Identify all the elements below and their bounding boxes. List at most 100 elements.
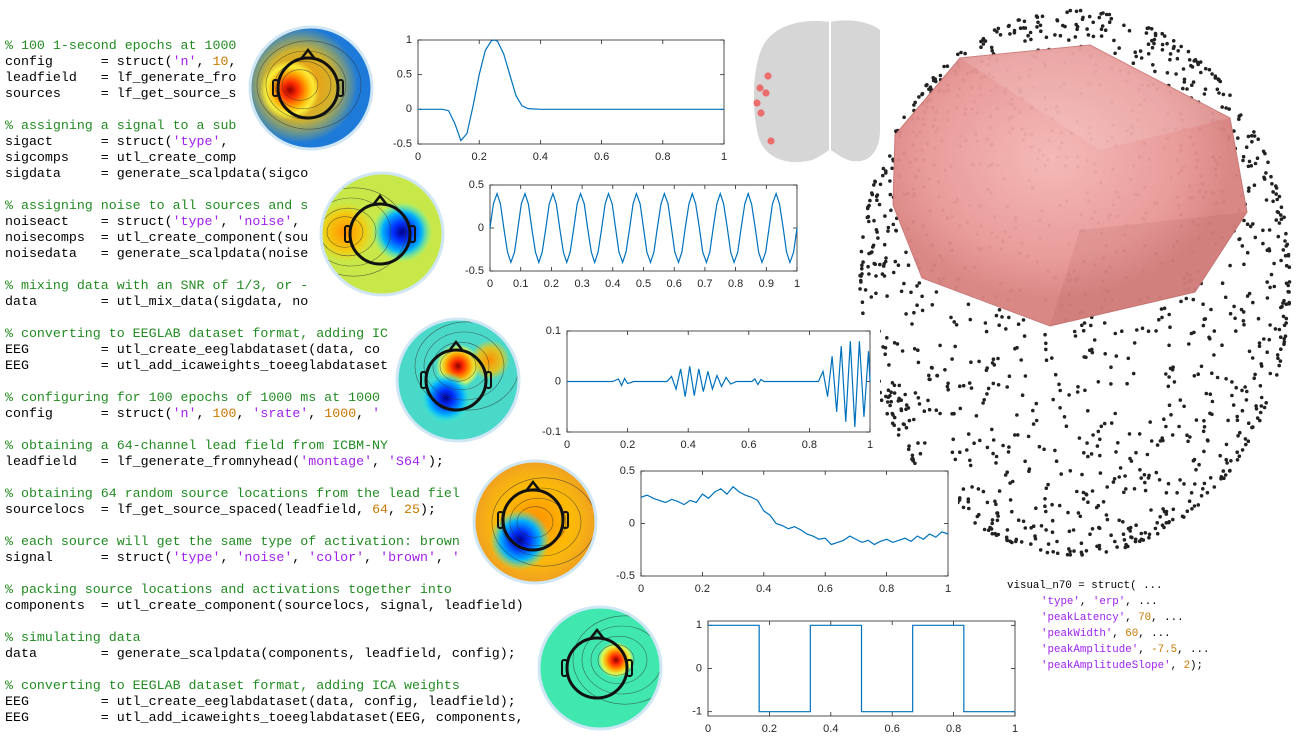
- cloud-point: [1274, 192, 1278, 196]
- cloud-point: [1067, 529, 1072, 534]
- cloud-point: [953, 457, 958, 462]
- cloud-point: [1185, 509, 1190, 513]
- cloud-point: [860, 300, 865, 305]
- y-tick-label: 0: [406, 103, 412, 115]
- code-token: % converting to EEGLAB dataset format, a…: [5, 678, 460, 693]
- cloud-point: [895, 342, 900, 346]
- cloud-point: [1073, 334, 1078, 338]
- cloud-point: [1050, 502, 1054, 507]
- cloud-point: [1089, 323, 1093, 328]
- contour-line: [281, 69, 319, 101]
- cloud-point: [1216, 77, 1220, 81]
- cloud-point: [883, 259, 888, 264]
- cloud-point: [976, 487, 981, 491]
- cloud-point: [1005, 538, 1009, 543]
- cloud-point: [1018, 26, 1023, 31]
- cloud-point: [1209, 307, 1213, 312]
- cloud-point: [1007, 445, 1011, 449]
- cloud-point: [1197, 462, 1201, 467]
- code-token: 'peakLatency': [1041, 612, 1126, 624]
- code-token: % mixing data with an SNR of 1/3, or -: [5, 278, 309, 293]
- cloud-point: [1171, 46, 1176, 51]
- cloud-point: [1247, 186, 1251, 190]
- cloud-point: [1201, 323, 1206, 328]
- cloud-point: [1167, 520, 1171, 524]
- cloud-point: [983, 321, 988, 325]
- cloud-point: [995, 511, 1000, 515]
- code-token: , ...: [1138, 628, 1171, 640]
- cloud-point: [1224, 377, 1228, 381]
- cloud-point: [889, 390, 893, 395]
- cloud-point: [1157, 317, 1161, 322]
- code-token: 100: [212, 406, 237, 421]
- cloud-point: [1034, 401, 1039, 406]
- cloud-point: [954, 323, 959, 327]
- code-token: ,: [228, 54, 237, 69]
- cloud-point: [1128, 525, 1133, 530]
- cloud-point: [1201, 429, 1206, 434]
- cloud-point: [916, 441, 920, 445]
- cloud-point: [867, 272, 871, 276]
- cloud-point: [985, 500, 990, 505]
- cloud-point: [968, 458, 972, 463]
- cloud-point: [972, 441, 976, 446]
- code-token: % assigning a signal to a sub: [5, 118, 237, 133]
- cloud-point: [1075, 489, 1079, 494]
- cloud-point: [1109, 421, 1114, 425]
- cloud-point: [965, 448, 969, 452]
- cloud-point: [1277, 327, 1282, 332]
- cloud-point: [1257, 341, 1262, 345]
- code-line: % mixing data with an SNR of 1/3, or -: [5, 278, 524, 294]
- cloud-point: [1203, 87, 1208, 91]
- code-line: % each source will get the same type of …: [5, 534, 524, 550]
- cloud-point: [1080, 323, 1084, 328]
- cloud-point: [1084, 492, 1089, 497]
- cloud-point: [1284, 281, 1289, 286]
- cloud-point: [1090, 527, 1095, 531]
- cloud-point: [1242, 322, 1246, 327]
- cloud-point: [1281, 314, 1286, 319]
- code-line: 'peakLatency', 70, ...: [1007, 610, 1210, 626]
- code-token: leadfield = lf_generate_fromnyhead(: [5, 454, 301, 469]
- cloud-point: [1221, 469, 1226, 473]
- cloud-point: [1249, 164, 1254, 168]
- cloud-point: [1075, 27, 1079, 32]
- cloud-point: [1168, 325, 1172, 330]
- cloud-point: [1164, 509, 1169, 514]
- cloud-point: [1245, 389, 1249, 394]
- cloud-point: [1274, 184, 1278, 188]
- cloud-point: [913, 461, 917, 466]
- code-line: sourcelocs = lf_get_source_spaced(leadfi…: [5, 502, 524, 518]
- cloud-point: [1220, 105, 1224, 109]
- cloud-point: [1107, 20, 1112, 25]
- cloud-point: [1134, 450, 1138, 455]
- x-tick-label: 0.2: [472, 151, 487, 163]
- cloud-point: [1034, 418, 1039, 423]
- cloud-point: [874, 291, 878, 296]
- cloud-point: [1045, 550, 1050, 555]
- cloud-point: [1082, 451, 1086, 455]
- cloud-point: [902, 281, 906, 286]
- cloud-point: [1177, 424, 1181, 429]
- cloud-point: [1074, 22, 1078, 27]
- cloud-point: [970, 485, 974, 489]
- cloud-point: [1268, 371, 1273, 376]
- x-tick-label: 0.8: [728, 278, 743, 290]
- cloud-point: [1058, 33, 1063, 38]
- cortex-facet: [1050, 212, 1247, 326]
- cloud-point: [1262, 405, 1267, 410]
- code-token: ': [372, 406, 381, 421]
- cloud-point: [1193, 58, 1198, 62]
- code-token: % configuring for 100 epochs of 1000 ms …: [5, 390, 381, 405]
- cloud-point: [1089, 452, 1094, 456]
- cloud-point: [1114, 450, 1118, 454]
- cloud-point: [881, 173, 885, 178]
- cloud-point: [1244, 442, 1248, 447]
- cloud-point: [1164, 512, 1169, 516]
- cloud-point: [1275, 373, 1279, 377]
- cloud-point: [915, 303, 919, 308]
- cloud-point: [1068, 469, 1073, 473]
- cloud-point: [1138, 49, 1143, 53]
- cloud-point: [1109, 382, 1113, 386]
- code-token: ,: [220, 550, 237, 565]
